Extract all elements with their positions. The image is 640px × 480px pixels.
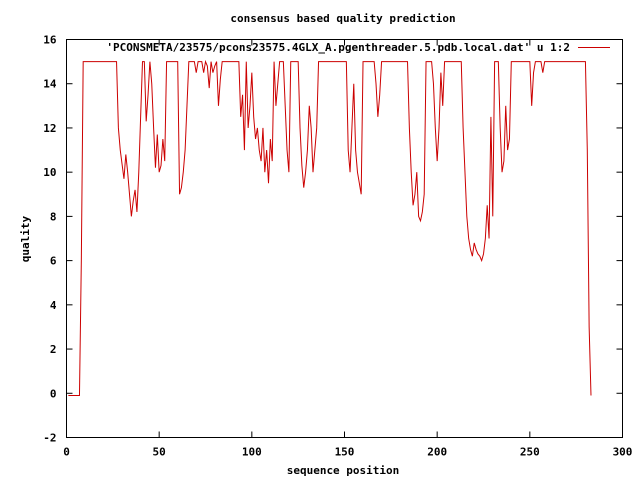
x-tick-label: 150: [335, 446, 355, 459]
y-tick-label: 4: [50, 299, 57, 312]
x-tick-label: 300: [613, 446, 633, 459]
y-tick-label: 0: [50, 387, 57, 400]
y-tick-label: 14: [43, 78, 57, 91]
y-tick-label: 8: [50, 210, 57, 223]
y-tick-label: 10: [43, 166, 56, 179]
y-tick-label: 2: [50, 343, 57, 356]
x-tick-label: 50: [153, 446, 166, 459]
series-line: [68, 59, 592, 396]
ticks-layer: 0 50 100 150 200 250 300 -2 0 2 4 6 8 10 12 14 16: [43, 34, 632, 459]
x-tick-label: 200: [427, 446, 447, 459]
y-tick-label: 12: [43, 122, 56, 135]
y-tick-label: 6: [50, 255, 57, 268]
y-tick-label: 16: [43, 34, 57, 47]
x-axis-label: sequence position: [287, 464, 400, 477]
plot-frame: [66, 39, 623, 438]
y-axis-label: quality: [19, 215, 32, 262]
series-layer: [68, 59, 592, 396]
x-tick-label: 0: [63, 446, 70, 459]
x-tick-label: 100: [242, 446, 262, 459]
x-tick-label: 250: [520, 446, 540, 459]
legend: 'PCONSMETA/23575/pcons23575.4GLX_A.pgent…: [106, 41, 610, 54]
legend-label: 'PCONSMETA/23575/pcons23575.4GLX_A.pgent…: [106, 41, 570, 54]
chart-title: consensus based quality prediction: [230, 12, 455, 25]
y-tick-label: -2: [43, 432, 56, 445]
